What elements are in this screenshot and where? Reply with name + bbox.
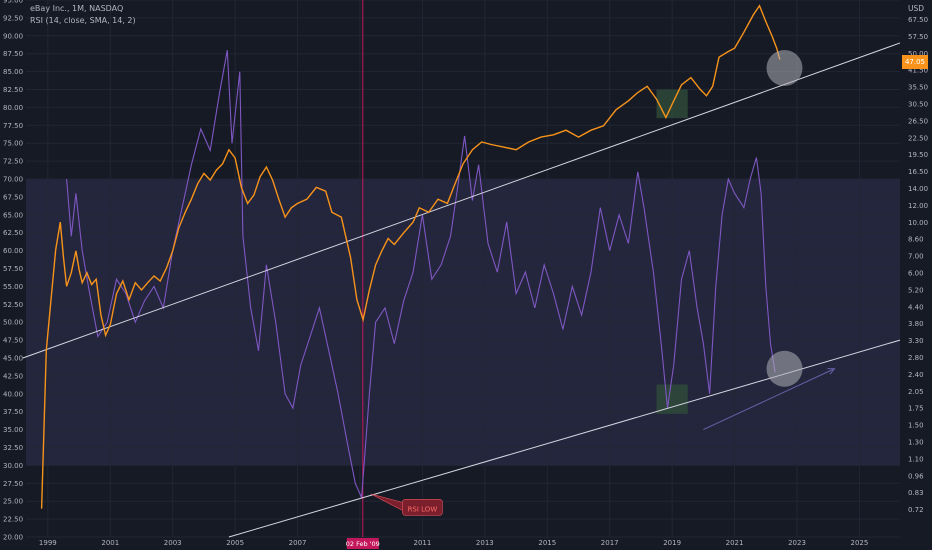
right-axis-tick: 67.50 xyxy=(908,16,928,24)
left-axis-tick: 77.50 xyxy=(3,122,23,130)
left-axis-tick: 67.50 xyxy=(3,193,23,201)
left-axis-tick: 87.50 xyxy=(3,50,23,58)
right-axis-tick: 22.50 xyxy=(908,134,928,142)
date-marker-badge xyxy=(346,538,379,549)
x-axis-tick: 2025 xyxy=(851,539,869,547)
x-axis-tick: 2015 xyxy=(538,539,556,547)
highlight-box xyxy=(656,384,688,414)
left-axis-tick: 72.50 xyxy=(3,158,23,166)
left-axis-tick: 85.00 xyxy=(3,68,23,76)
highlight-circle xyxy=(766,350,803,387)
right-axis-tick: 30.50 xyxy=(908,101,928,109)
left-axis-tick: 95.00 xyxy=(3,0,23,5)
trendline xyxy=(22,42,901,359)
x-axis-tick: 2023 xyxy=(788,539,806,547)
left-axis-tick: 60.00 xyxy=(3,247,23,255)
right-axis-tick: 0.96 xyxy=(908,472,924,480)
left-axis-tick: 62.50 xyxy=(3,229,23,237)
right-axis-tick: 8.60 xyxy=(908,236,924,244)
rsi-line xyxy=(66,50,776,498)
rsi-indicator-label: RSI (14, close, SMA, 14, 2) xyxy=(30,16,136,25)
right-axis-tick: 5.20 xyxy=(908,286,924,294)
right-axis-tick: 3.80 xyxy=(908,320,924,328)
right-axis-tick: 2.40 xyxy=(908,371,924,379)
x-axis-tick: 2011 xyxy=(414,539,432,547)
left-axis-tick: 35.00 xyxy=(3,426,23,434)
date-marker-label: 02 Feb '09 xyxy=(346,540,380,548)
x-axis-tick: 2007 xyxy=(289,539,307,547)
right-axis-tick: 2.05 xyxy=(908,388,924,396)
left-axis-tick: 92.50 xyxy=(3,14,23,22)
x-axis-tick: 2001 xyxy=(101,539,119,547)
x-axis-tick: 2017 xyxy=(601,539,619,547)
projection-arrow-line xyxy=(703,368,835,431)
x-axis-tick: 2021 xyxy=(726,539,744,547)
right-axis-tick: 35.50 xyxy=(908,84,928,92)
right-axis-tick: 10.00 xyxy=(908,219,928,227)
right-axis-unit: USD xyxy=(908,4,924,13)
left-axis-tick: 42.50 xyxy=(3,372,23,380)
callout-box xyxy=(402,499,443,516)
right-axis-tick: 1.75 xyxy=(908,405,924,413)
left-axis-tick: 30.00 xyxy=(3,462,23,470)
left-axis-tick: 37.50 xyxy=(3,408,23,416)
left-axis-tick: 25.00 xyxy=(3,498,23,506)
current-price-badge: 47.05 xyxy=(902,55,928,69)
right-axis-tick: 50.00 xyxy=(908,50,928,58)
left-axis-tick: 52.50 xyxy=(3,301,23,309)
right-axis-tick: 12.00 xyxy=(908,202,928,210)
right-axis-tick: 7.00 xyxy=(908,253,924,261)
right-axis-tick: 0.72 xyxy=(908,506,924,514)
left-axis-tick: 50.00 xyxy=(3,319,23,327)
left-axis-tick: 75.00 xyxy=(3,140,23,148)
right-axis-tick: 4.40 xyxy=(908,303,924,311)
left-axis-tick: 80.00 xyxy=(3,104,23,112)
x-axis-tick: 2013 xyxy=(476,539,494,547)
right-axis-tick: 57.50 xyxy=(908,33,928,41)
x-axis-tick: 2019 xyxy=(663,539,681,547)
right-axis-tick: 26.50 xyxy=(908,117,928,125)
left-axis-tick: 47.50 xyxy=(3,337,23,345)
right-axis-tick: 2.80 xyxy=(908,354,924,362)
left-axis-tick: 40.00 xyxy=(3,390,23,398)
highlight-circle xyxy=(766,50,803,87)
x-axis-tick: 1999 xyxy=(39,539,57,547)
price-line xyxy=(40,4,781,509)
left-axis-tick: 70.00 xyxy=(3,176,23,184)
right-axis-tick: 16.50 xyxy=(908,168,928,176)
right-axis-tick: 3.30 xyxy=(908,337,924,345)
right-axis-tick: 19.50 xyxy=(908,151,928,159)
left-axis-tick: 57.50 xyxy=(3,265,23,273)
left-axis-tick: 55.00 xyxy=(3,283,23,291)
projection-arrow-head xyxy=(827,368,836,375)
right-axis-tick: 14.00 xyxy=(908,185,928,193)
right-axis-tick: 6.00 xyxy=(908,270,924,278)
symbol-title: eBay Inc., 1M, NASDAQ xyxy=(30,4,124,13)
left-axis-tick: 27.50 xyxy=(3,480,23,488)
left-axis-tick: 65.00 xyxy=(3,211,23,219)
left-axis-tick: 20.00 xyxy=(3,534,23,542)
x-axis-tick: 2003 xyxy=(164,539,182,547)
right-axis-tick: 1.30 xyxy=(908,439,924,447)
left-axis-tick: 32.50 xyxy=(3,444,23,452)
left-axis-tick: 45.00 xyxy=(3,355,23,363)
right-axis-tick: 1.10 xyxy=(908,455,924,463)
x-axis-tick: 2005 xyxy=(226,539,244,547)
left-axis-tick: 82.50 xyxy=(3,86,23,94)
left-axis-tick: 22.50 xyxy=(3,516,23,524)
right-axis-tick: 1.50 xyxy=(908,422,924,430)
left-axis-tick: 90.00 xyxy=(3,32,23,40)
right-axis-tick: 0.83 xyxy=(908,489,924,497)
callout-label: RSI LOW xyxy=(408,505,438,513)
right-axis-tick: 41.50 xyxy=(908,67,928,75)
